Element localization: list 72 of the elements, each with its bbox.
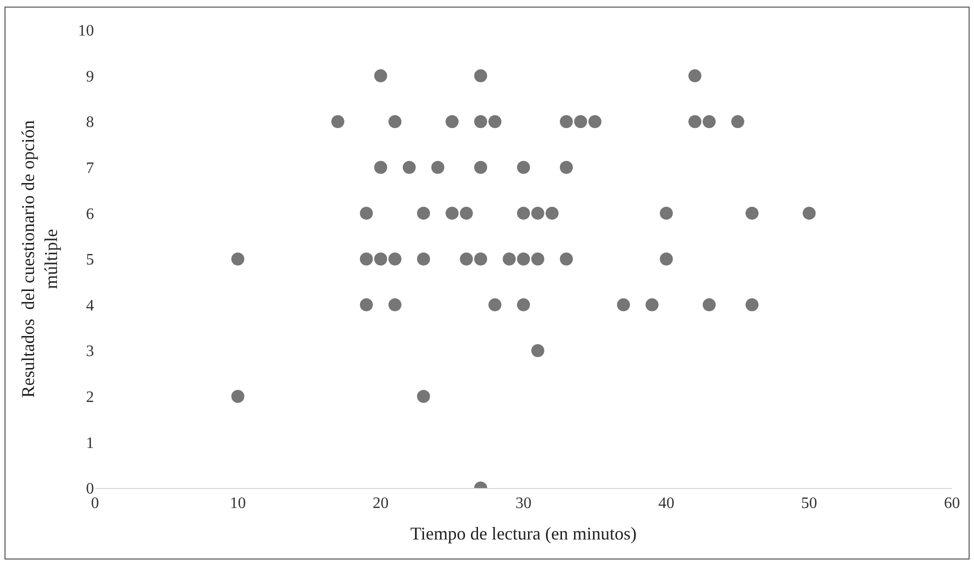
point <box>460 252 473 266</box>
point <box>688 115 702 128</box>
x-tick-label: 20 <box>372 495 389 512</box>
point <box>474 115 488 128</box>
point <box>374 69 388 82</box>
point <box>417 206 430 220</box>
point <box>402 160 416 174</box>
y-tick-label: 9 <box>86 68 94 86</box>
point <box>560 115 573 128</box>
point <box>231 390 244 403</box>
point <box>517 206 530 220</box>
point <box>702 298 716 312</box>
point <box>531 206 544 220</box>
y-tick-label: 5 <box>86 252 94 269</box>
point <box>417 390 430 403</box>
point <box>360 298 373 312</box>
point <box>374 160 388 174</box>
y-tick-label: 7 <box>86 160 94 177</box>
point <box>431 160 444 174</box>
point <box>517 298 530 312</box>
point <box>331 115 344 128</box>
point <box>560 160 573 174</box>
point <box>388 298 402 312</box>
point <box>660 206 673 220</box>
x-tick-label: 10 <box>230 495 246 512</box>
point <box>388 115 402 128</box>
point <box>388 252 402 266</box>
point <box>517 252 530 266</box>
y-tick-label: 0 <box>86 480 94 498</box>
point <box>502 252 516 266</box>
point <box>417 252 430 266</box>
x-tick-label: 30 <box>516 495 532 512</box>
point <box>646 298 659 312</box>
y-tick-label: 10 <box>78 22 94 40</box>
point <box>360 252 373 266</box>
point <box>746 298 759 312</box>
point <box>688 69 702 82</box>
point <box>517 160 530 174</box>
x-tick-label: 60 <box>944 495 960 512</box>
y-tick-label: 8 <box>86 114 94 132</box>
y-tick-label: 2 <box>86 389 94 406</box>
point <box>446 115 459 128</box>
point <box>660 252 673 266</box>
point <box>488 115 502 128</box>
x-tick-label: 50 <box>801 495 818 512</box>
point <box>374 252 388 266</box>
point <box>231 252 244 266</box>
y-axis-title: Resultados del cuestionario de opción múltiple <box>18 120 62 398</box>
point <box>460 206 473 220</box>
x-tick-label: 40 <box>658 495 674 512</box>
y-tick-label: 4 <box>86 297 94 314</box>
point <box>474 160 488 174</box>
point <box>474 252 488 266</box>
y-tick-label: 6 <box>86 206 94 223</box>
point <box>746 206 759 220</box>
point <box>531 252 544 266</box>
point <box>546 206 559 220</box>
point <box>474 69 488 82</box>
x-axis-title: Tiempo de lectura (en minutos) <box>410 523 637 544</box>
point <box>731 115 744 128</box>
point <box>616 298 630 312</box>
point <box>560 252 573 266</box>
point <box>702 115 716 128</box>
point <box>531 344 544 358</box>
y-tick-label: 3 <box>86 343 94 360</box>
point <box>802 206 816 220</box>
point <box>488 298 502 312</box>
point <box>574 115 588 128</box>
y-tick-label: 1 <box>86 434 94 452</box>
point <box>588 115 602 128</box>
point <box>360 206 373 220</box>
point <box>446 206 459 220</box>
